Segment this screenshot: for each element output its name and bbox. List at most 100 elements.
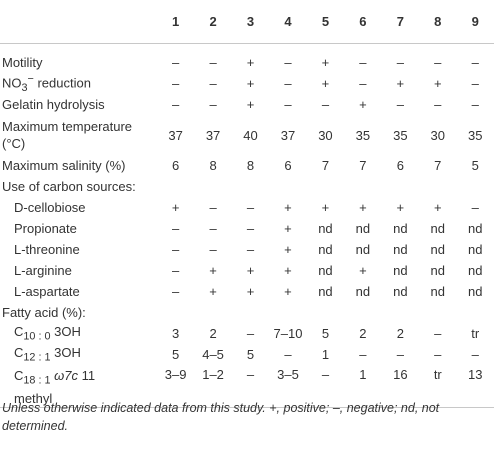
cell-value: 3: [172, 326, 180, 341]
row-label: L-threonine: [14, 242, 80, 257]
row-label: C10 : 0 3OH: [14, 324, 81, 343]
cell-value: 1: [321, 347, 330, 362]
cell-value: –: [359, 347, 367, 362]
table-row: D-cellobiose + – – + + + + + –: [0, 197, 494, 218]
cell-value: –: [434, 326, 442, 341]
cell-value: nd: [430, 242, 446, 257]
cell-value: –: [359, 76, 367, 91]
table-row: Gelatin hydrolysis – – + – – + – – –: [0, 94, 494, 115]
cell-value: 4–5: [202, 347, 224, 362]
cell-value: nd: [468, 221, 483, 236]
cell-value: nd: [468, 242, 483, 257]
cell-value: [419, 302, 456, 323]
cell-value: +: [359, 200, 367, 215]
cell-value: +: [359, 97, 367, 112]
table-row: Use of carbon sources:: [0, 176, 494, 197]
cell-value: +: [284, 284, 292, 299]
cell-value: 37: [168, 127, 183, 143]
cell-value: nd: [355, 284, 371, 299]
cell-value: nd: [318, 221, 333, 236]
cell-value: [457, 176, 494, 197]
table-row: Maximum salinity (%) 6 8 8 6 7 7 6 7 5: [0, 155, 494, 176]
header-cell: 2: [194, 0, 232, 44]
cell-value: tr: [471, 326, 480, 341]
header-cell: 6: [344, 0, 382, 44]
cell-value: +: [321, 200, 330, 215]
cell-value: 7: [434, 158, 442, 173]
table-row: Propionate – – – + nd nd nd nd nd: [0, 218, 494, 239]
row-label: D-cellobiose: [14, 200, 86, 215]
cell-value: –: [359, 55, 367, 70]
cell-value: –: [396, 55, 404, 70]
cell-value: –: [284, 347, 292, 362]
cell-value: –: [396, 97, 404, 112]
cell-value: [232, 176, 269, 197]
cell-value: [382, 176, 419, 197]
cell-value: 5: [246, 347, 255, 362]
cell-value: nd: [318, 284, 333, 299]
cell-value: nd: [318, 242, 333, 257]
cell-value: 6: [284, 158, 292, 173]
cell-value: nd: [430, 284, 446, 299]
row-label: Motility: [2, 55, 43, 70]
cell-value: +: [433, 76, 442, 91]
table-row: L-arginine – + + + nd + nd nd nd: [0, 260, 494, 281]
cell-value: –: [209, 55, 217, 70]
cell-value: –: [434, 55, 442, 70]
cell-value: –: [209, 97, 217, 112]
cell-value: +: [284, 200, 292, 215]
cell-value: +: [433, 200, 442, 215]
cell-value: +: [321, 55, 330, 70]
cell-value: +: [284, 221, 292, 236]
cell-value: 3–5: [269, 365, 307, 408]
row-label: NO3− reduction: [2, 73, 91, 94]
cell-value: 35: [355, 127, 371, 143]
header-cell: 1: [156, 0, 195, 44]
cell-value: nd: [468, 284, 483, 299]
cell-value: +: [209, 284, 217, 299]
cell-value: 8: [209, 158, 217, 173]
row-label: Gelatin hydrolysis: [2, 97, 105, 112]
header-cell: [0, 0, 157, 44]
row-label: Maximum salinity (%): [2, 158, 126, 173]
cell-value: –: [209, 221, 217, 236]
cell-value: +: [396, 76, 405, 91]
cell-value: +: [321, 76, 330, 91]
cell-value: 3–9: [156, 365, 195, 408]
table-row: Motility – – + – + – – – –: [0, 52, 494, 73]
cell-value: +: [209, 263, 217, 278]
cell-value: 2: [209, 326, 217, 341]
cell-value: –: [434, 97, 442, 112]
table-row: L-aspartate – + + + nd nd nd nd nd: [0, 281, 494, 302]
cell-value: [269, 176, 306, 197]
row-label: L-aspartate: [14, 284, 80, 299]
header-cell: 9: [456, 0, 494, 44]
row-label: L-arginine: [14, 263, 72, 278]
row-label: Maximum temperature (°C): [2, 119, 133, 151]
cell-value: 6: [396, 158, 404, 173]
comparison-table: 1 2 3 4 5 6 7 8 9 Motility – – + – + – – – – NO3− …: [0, 0, 494, 408]
cell-value: –: [396, 347, 404, 362]
cell-value: [307, 302, 344, 323]
table-row: C18 : 1 ω7c 11 methyl 3–9 1–2–3–5–1 16 tr 13: [0, 365, 494, 408]
cell-value: [344, 176, 381, 197]
cell-value: +: [246, 76, 255, 91]
cell-value: +: [246, 284, 255, 299]
cell-value: 7: [359, 158, 367, 173]
table-row: L-threonine – – – + nd nd nd nd nd: [0, 239, 494, 260]
row-label: Propionate: [14, 221, 77, 236]
cell-value: 1–2: [194, 365, 232, 408]
cell-value: –: [209, 242, 217, 257]
cell-value: –: [209, 76, 217, 91]
cell-value: 37: [205, 127, 221, 143]
header-cell: 8: [419, 0, 457, 44]
cell-value: [157, 302, 194, 323]
cell-value: nd: [355, 221, 371, 236]
cell-value: –: [471, 76, 479, 91]
cell-value: –: [172, 284, 180, 299]
header-cell: 4: [269, 0, 307, 44]
cell-value: [232, 302, 269, 323]
cell-value: 8: [246, 158, 255, 173]
cell-value: –: [434, 347, 442, 362]
cell-value: 7–10: [273, 326, 303, 341]
